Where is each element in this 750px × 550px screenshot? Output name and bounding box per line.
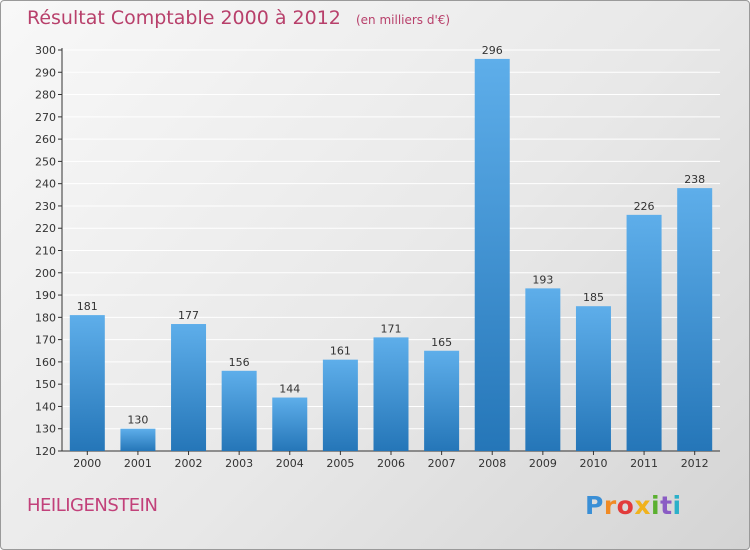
x-tick-label: 2011	[630, 457, 658, 470]
y-tick-label: 220	[35, 222, 56, 235]
data-label: 226	[634, 200, 655, 213]
data-label: 238	[684, 173, 705, 186]
x-tick-label: 2003	[225, 457, 253, 470]
x-tick-label: 2006	[377, 457, 405, 470]
x-tick-label: 2001	[124, 457, 152, 470]
y-tick-label: 280	[35, 89, 56, 102]
data-label: 130	[127, 414, 148, 427]
x-tick-label: 2002	[175, 457, 203, 470]
bar	[626, 214, 662, 451]
y-tick-label: 150	[35, 378, 56, 391]
y-tick-label: 270	[35, 111, 56, 124]
y-tick-label: 210	[35, 245, 56, 258]
logo-letter: o	[616, 491, 635, 520]
bar	[221, 370, 257, 451]
y-tick-label: 120	[35, 445, 56, 458]
data-label: 181	[77, 300, 98, 313]
bar	[373, 337, 409, 451]
data-label: 171	[381, 322, 402, 335]
x-tick-label: 2010	[579, 457, 607, 470]
bar	[575, 306, 611, 451]
bar	[120, 428, 156, 451]
data-label: 144	[279, 383, 300, 396]
logo-letter: P	[585, 491, 604, 520]
proxiti-logo: Proxiti	[585, 491, 682, 520]
y-tick-label: 290	[35, 66, 56, 79]
bar	[525, 288, 561, 451]
logo-letter: i	[672, 491, 682, 520]
data-label: 165	[431, 336, 452, 349]
commune-name: HEILIGENSTEIN	[27, 495, 158, 516]
logo-letter: i	[651, 491, 661, 520]
unit-subtitle: (en milliers d'€)	[355, 13, 451, 27]
logo-letter: r	[603, 491, 617, 520]
y-tick-label: 140	[35, 400, 56, 413]
x-tick-label: 2005	[326, 457, 354, 470]
y-tick-label: 300	[35, 44, 56, 57]
logo-letter: t	[660, 491, 673, 520]
y-tick-label: 240	[35, 178, 56, 191]
y-tick-label: 200	[35, 267, 56, 280]
data-label: 161	[330, 345, 351, 358]
bar	[677, 188, 713, 451]
x-tick-label: 2004	[276, 457, 304, 470]
data-label: 156	[229, 356, 250, 369]
y-tick-label: 180	[35, 311, 56, 324]
data-label: 296	[482, 44, 503, 57]
y-tick-label: 260	[35, 133, 56, 146]
bar	[272, 397, 308, 451]
bar	[69, 315, 105, 451]
data-label: 193	[532, 273, 553, 286]
title-text: Résultat Comptable 2000 à 2012	[27, 7, 341, 29]
y-tick-label: 250	[35, 155, 56, 168]
x-tick-label: 2007	[428, 457, 456, 470]
bar	[322, 359, 358, 451]
bar	[171, 324, 207, 451]
bar	[424, 350, 460, 451]
y-tick-label: 130	[35, 423, 56, 436]
y-tick-label: 170	[35, 334, 56, 347]
data-label: 185	[583, 291, 604, 304]
y-tick-label: 190	[35, 289, 56, 302]
x-tick-label: 2009	[529, 457, 557, 470]
y-tick-label: 160	[35, 356, 56, 369]
bar	[474, 58, 510, 452]
x-tick-label: 2008	[478, 457, 506, 470]
x-tick-label: 2000	[73, 457, 101, 470]
data-label: 177	[178, 309, 199, 322]
chart-title: Résultat Comptable 2000 à 2012 (en milli…	[27, 7, 450, 29]
logo-letter: x	[634, 491, 651, 520]
y-tick-label: 230	[35, 200, 56, 213]
x-tick-label: 2012	[681, 457, 709, 470]
